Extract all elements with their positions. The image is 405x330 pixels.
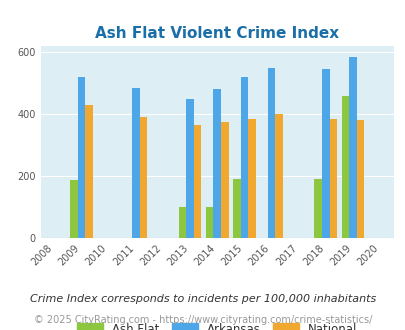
Bar [321, 69, 329, 238]
Text: © 2025 CityRating.com - https://www.cityrating.com/crime-statistics/: © 2025 CityRating.com - https://www.city… [34, 315, 371, 325]
Bar [232, 179, 240, 238]
Bar [193, 125, 201, 238]
Bar [240, 77, 247, 238]
Bar [329, 119, 337, 238]
Bar [132, 88, 139, 238]
Bar [213, 89, 220, 238]
Bar [247, 119, 255, 238]
Bar [314, 179, 321, 238]
Bar [77, 77, 85, 238]
Legend: Ash Flat, Arkansas, National: Ash Flat, Arkansas, National [72, 318, 361, 330]
Bar [85, 105, 92, 238]
Bar [178, 207, 186, 238]
Bar [275, 114, 282, 238]
Bar [139, 117, 147, 238]
Bar [205, 207, 213, 238]
Bar [267, 68, 275, 238]
Bar [341, 96, 348, 238]
Bar [220, 122, 228, 238]
Bar [348, 57, 356, 238]
Bar [70, 181, 77, 238]
Bar [356, 120, 364, 238]
Title: Ash Flat Violent Crime Index: Ash Flat Violent Crime Index [95, 26, 339, 41]
Text: Crime Index corresponds to incidents per 100,000 inhabitants: Crime Index corresponds to incidents per… [30, 294, 375, 304]
Bar [186, 99, 193, 238]
